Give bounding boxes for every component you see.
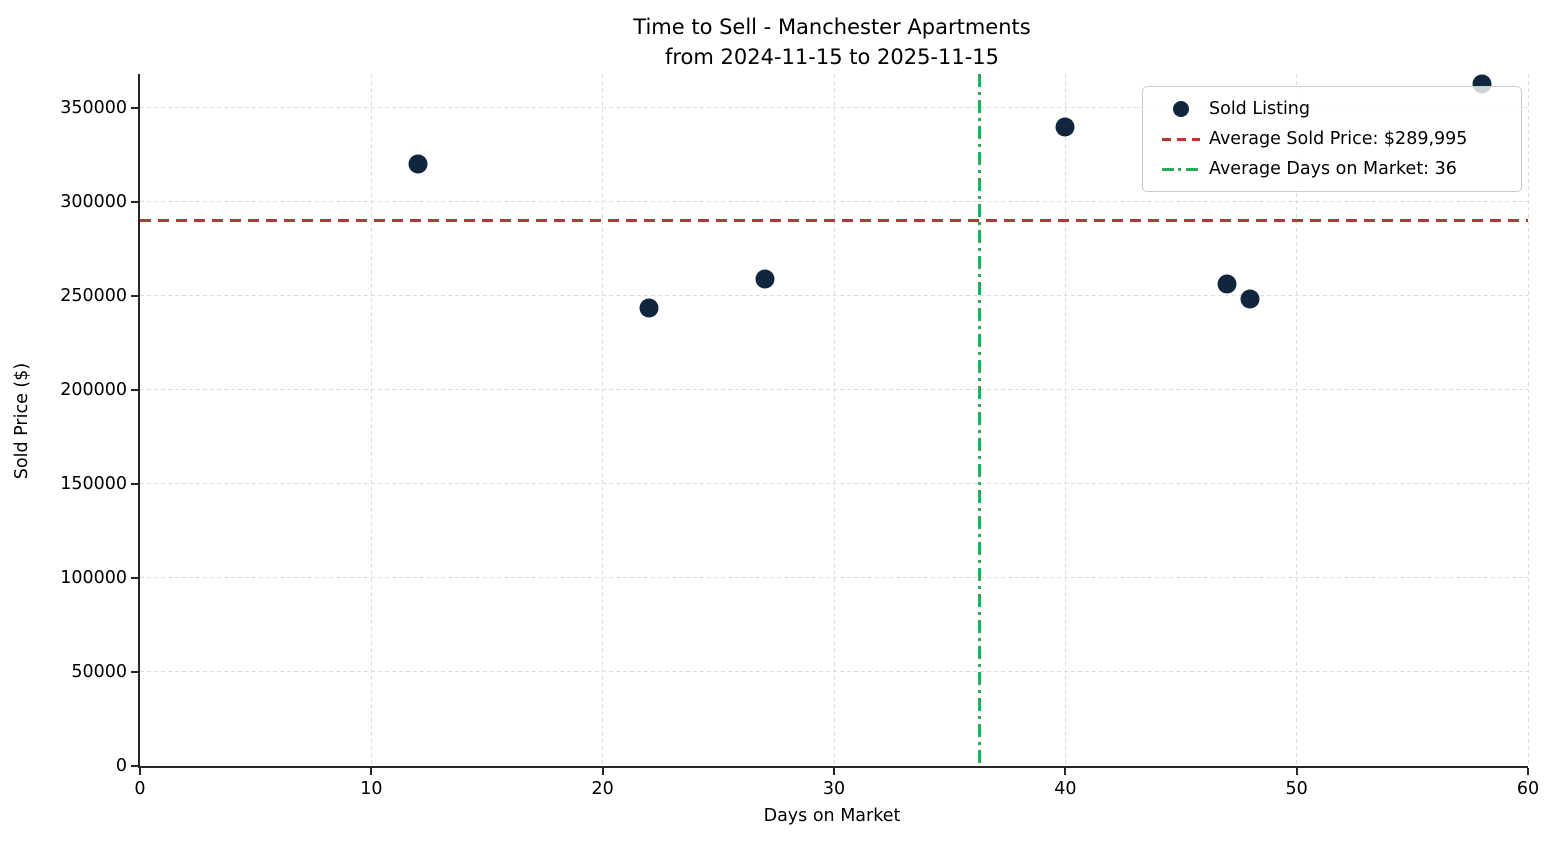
x-tick-label: 30 — [822, 779, 846, 799]
chart-title: Time to Sell - Manchester Apartments — [633, 15, 1031, 39]
x-tick — [1295, 768, 1298, 775]
data-point — [1217, 274, 1237, 294]
y-tick-label: 150000 — [60, 473, 127, 494]
x-tick — [370, 768, 373, 775]
y-tick-label: 350000 — [60, 97, 127, 118]
v-gridline — [1064, 74, 1066, 766]
y-tick-label: 50000 — [71, 661, 127, 682]
v-gridline — [833, 74, 835, 766]
chart-subtitle: from 2024-11-15 to 2025-11-15 — [664, 45, 1000, 69]
y-tick-label: 250000 — [60, 285, 127, 306]
data-point — [1240, 289, 1260, 309]
dashdot-line-icon — [1162, 167, 1200, 171]
y-tick — [131, 388, 138, 391]
y-tick-label: 0 — [115, 756, 127, 776]
x-tick-label: 20 — [591, 779, 614, 799]
x-tick — [1527, 768, 1529, 775]
y-tick — [131, 294, 138, 297]
legend: Sold Listing Average Sold Price: $289,99… — [1142, 86, 1522, 192]
data-point — [408, 154, 428, 174]
legend-item-average-sold-price: Average Sold Price: $289,995 — [1153, 124, 1511, 154]
data-point — [755, 269, 775, 289]
v-gridline — [1296, 74, 1298, 766]
legend-label: Average Sold Price: $289,995 — [1209, 129, 1468, 149]
legend-item-sold-listing: Sold Listing — [1153, 94, 1511, 124]
y-tick-label: 300000 — [60, 191, 127, 212]
data-point — [1055, 117, 1075, 137]
y-tick — [131, 482, 138, 485]
x-tick — [139, 768, 141, 775]
y-tick — [131, 200, 138, 203]
sold-listing-dot-icon — [1173, 101, 1189, 117]
x-tick — [1064, 768, 1067, 775]
x-tick-label: 60 — [1516, 779, 1540, 799]
v-gridline — [370, 74, 372, 766]
x-tick-label: 10 — [360, 779, 383, 799]
x-tick — [601, 768, 604, 775]
legend-label: Sold Listing — [1209, 99, 1311, 119]
plot-area: Sold Listing Average Sold Price: $289,99… — [60, 74, 1539, 799]
x-tick — [833, 768, 835, 775]
x-tick-label: 50 — [1285, 779, 1308, 799]
legend-item-average-days-on-market: Average Days on Market: 36 — [1153, 154, 1511, 184]
chart-title-block: Time to Sell - Manchester Apartments fro… — [138, 12, 1526, 72]
avg-sold-price-line — [140, 219, 1528, 223]
dashed-line-icon — [1162, 137, 1200, 141]
data-point — [639, 298, 659, 318]
x-tick-label: 0 — [134, 779, 146, 799]
avg-days-on-market-line — [978, 74, 981, 766]
y-tick — [131, 106, 138, 109]
x-tick-label: 40 — [1054, 779, 1077, 799]
v-gridline — [1527, 74, 1529, 766]
y-tick-label: 200000 — [60, 379, 127, 400]
v-gridline — [602, 74, 604, 766]
y-tick — [131, 576, 138, 579]
x-axis-label: Days on Market — [763, 806, 901, 826]
y-tick — [131, 670, 138, 673]
y-tick-label: 100000 — [60, 567, 127, 588]
y-axis-label: Sold Price ($) — [12, 362, 32, 480]
legend-label: Average Days on Market: 36 — [1209, 159, 1457, 179]
y-tick — [131, 765, 138, 767]
